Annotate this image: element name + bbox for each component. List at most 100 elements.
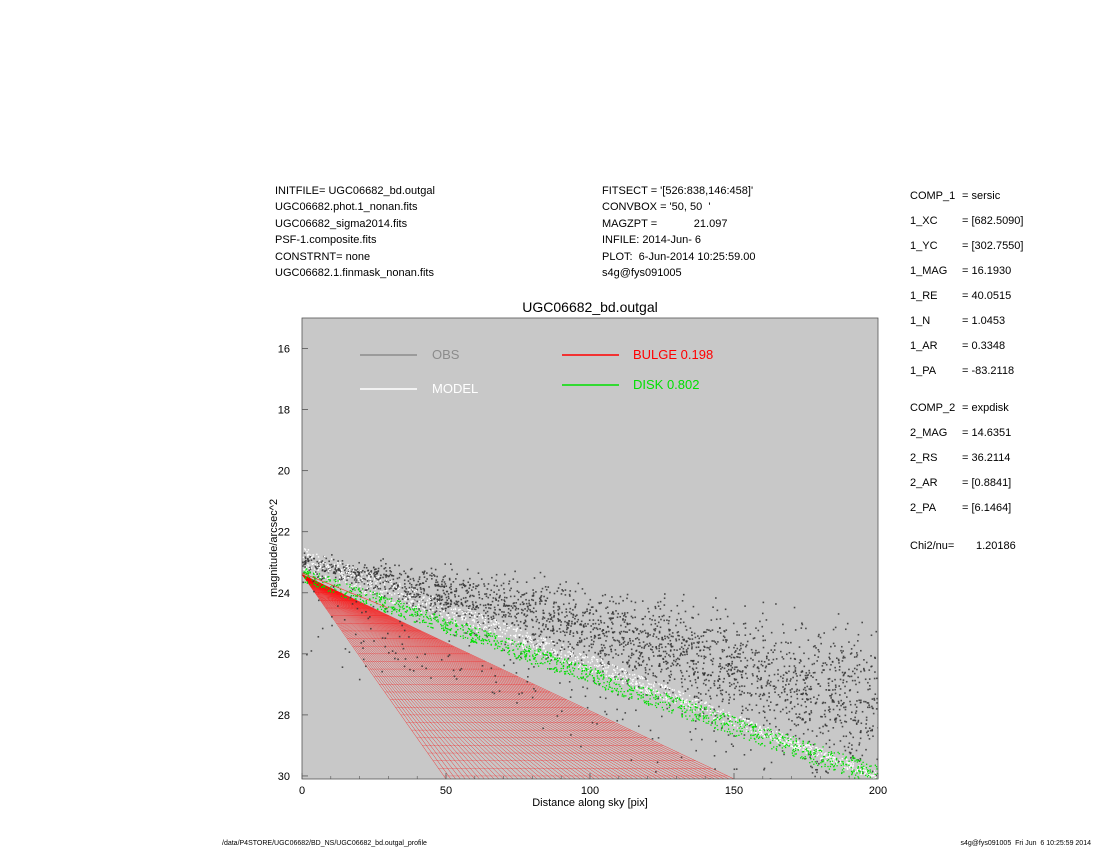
model-point — [631, 679, 633, 681]
disk-point — [861, 772, 864, 775]
obs-point — [796, 716, 798, 719]
model-point — [839, 759, 841, 761]
obs-point — [689, 680, 692, 682]
disk-point — [681, 714, 683, 716]
obs-point — [598, 683, 601, 686]
disk-point — [303, 571, 305, 573]
obs-point — [788, 670, 790, 673]
disk-point — [330, 586, 332, 588]
disk-point — [846, 764, 848, 766]
obs-point — [697, 613, 700, 616]
obs-point — [795, 713, 797, 715]
disk-point — [378, 596, 381, 598]
obs-point — [850, 718, 852, 720]
model-point — [816, 748, 819, 751]
obs-point — [580, 640, 583, 643]
param-row: 2_PA = [6.1464] — [910, 502, 1012, 514]
disk-point — [428, 618, 430, 620]
disk-point — [826, 760, 828, 762]
obs-point — [441, 583, 443, 586]
model-point — [314, 564, 317, 566]
obs-point — [797, 703, 799, 706]
model-point — [419, 592, 421, 595]
obs-point — [822, 701, 825, 704]
obs-point — [643, 645, 646, 648]
obs-point — [798, 737, 801, 740]
model-point — [409, 596, 411, 599]
model-point — [416, 606, 418, 608]
obs-point — [574, 590, 577, 593]
obs-point — [677, 634, 679, 637]
model-point — [354, 584, 356, 587]
model-point — [825, 756, 828, 759]
disk-point — [477, 631, 480, 634]
obs-point — [792, 652, 795, 655]
model-point — [504, 633, 506, 635]
disk-point — [399, 606, 401, 608]
obs-point — [615, 653, 617, 655]
model-point — [841, 758, 844, 760]
obs-point — [839, 694, 841, 696]
obs-point — [789, 729, 792, 731]
model-point — [825, 760, 827, 762]
model-point — [509, 640, 511, 642]
obs-point — [866, 823, 868, 825]
obs-point — [465, 590, 468, 592]
obs-point — [523, 621, 526, 624]
disk-point — [380, 598, 382, 601]
obs-point — [442, 576, 445, 578]
disk-point — [461, 624, 463, 626]
obs-point — [832, 708, 835, 711]
obs-point — [688, 675, 690, 677]
obs-point — [616, 616, 619, 619]
model-point — [685, 701, 688, 704]
obs-point — [313, 590, 315, 593]
obs-point — [693, 642, 695, 644]
disk-point — [469, 628, 471, 631]
model-point — [863, 766, 865, 768]
obs-point — [812, 645, 815, 648]
obs-point — [361, 611, 363, 614]
obs-point — [874, 693, 877, 695]
model-point — [780, 735, 782, 738]
obs-point — [695, 646, 698, 649]
model-point — [310, 556, 313, 559]
model-point — [346, 565, 349, 568]
obs-point — [863, 659, 865, 661]
obs-point — [853, 644, 856, 647]
obs-point — [557, 620, 560, 622]
disk-point — [857, 767, 859, 769]
obs-point — [773, 673, 776, 676]
model-point — [823, 754, 825, 756]
model-point — [452, 608, 455, 611]
disk-point — [843, 771, 845, 773]
obs-point — [762, 705, 765, 708]
disk-point — [403, 616, 406, 618]
obs-point — [824, 724, 827, 727]
model-point — [652, 689, 655, 691]
obs-point — [444, 583, 447, 585]
model-point — [616, 666, 619, 668]
obs-point — [423, 588, 426, 591]
obs-point — [428, 586, 430, 588]
model-point — [688, 703, 690, 705]
obs-point — [447, 593, 450, 595]
model-point — [727, 714, 729, 716]
obs-point — [360, 590, 362, 593]
model-point — [772, 736, 775, 739]
disk-point — [604, 686, 606, 689]
obs-point — [652, 614, 655, 617]
obs-point — [813, 696, 815, 699]
disk-point — [810, 750, 812, 753]
obs-point — [832, 642, 835, 645]
disk-point — [586, 670, 588, 672]
obs-point — [494, 675, 496, 677]
model-point — [509, 641, 511, 644]
obs-point — [852, 670, 854, 673]
model-point — [647, 692, 650, 694]
model-point — [558, 655, 560, 658]
disk-point — [360, 592, 362, 594]
model-point — [862, 769, 865, 772]
disk-point — [455, 625, 457, 628]
obs-point — [482, 604, 485, 607]
